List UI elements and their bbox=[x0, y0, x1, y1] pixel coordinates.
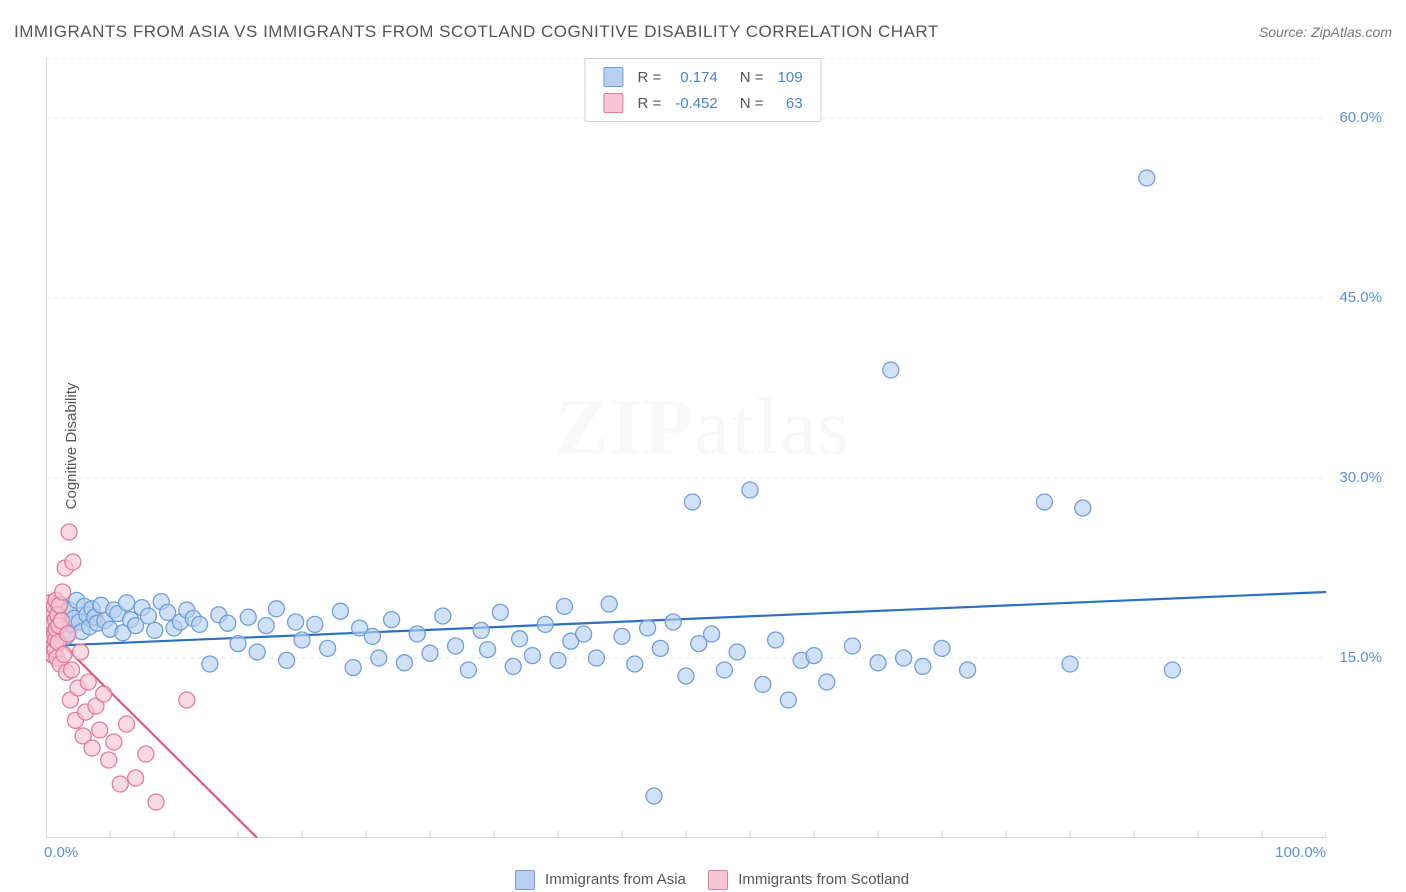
y-tick-label: 60.0% bbox=[1322, 109, 1382, 126]
source-prefix: Source: bbox=[1259, 24, 1311, 40]
scatter-plot bbox=[46, 58, 1326, 838]
source-name: ZipAtlas.com bbox=[1311, 24, 1392, 40]
legend-swatch bbox=[708, 870, 728, 890]
series-legend: Immigrants from Asia Immigrants from Sco… bbox=[0, 870, 1406, 890]
y-tick-label: 15.0% bbox=[1322, 649, 1382, 666]
chart-title: IMMIGRANTS FROM ASIA VS IMMIGRANTS FROM … bbox=[14, 22, 939, 42]
stat-n-label: N = bbox=[726, 65, 770, 89]
stats-legend: R =0.174N =109 R =-0.452N =63 bbox=[584, 58, 821, 122]
y-tick-label: 30.0% bbox=[1322, 469, 1382, 486]
x-tick-label: 0.0% bbox=[44, 844, 78, 861]
stat-r-value: 0.174 bbox=[669, 65, 724, 89]
stat-r-value: -0.452 bbox=[669, 91, 724, 115]
x-tick-label: 100.0% bbox=[1275, 844, 1326, 861]
stat-r-label: R = bbox=[631, 65, 667, 89]
stat-n-value: 63 bbox=[772, 91, 809, 115]
legend-swatch bbox=[603, 67, 623, 87]
stat-n-label: N = bbox=[726, 91, 770, 115]
source-attribution: Source: ZipAtlas.com bbox=[1259, 24, 1392, 40]
stat-r-label: R = bbox=[631, 91, 667, 115]
legend-swatch bbox=[515, 870, 535, 890]
y-tick-label: 45.0% bbox=[1322, 289, 1382, 306]
legend-label: Immigrants from Asia bbox=[541, 871, 690, 888]
stat-n-value: 109 bbox=[772, 65, 809, 89]
legend-label: Immigrants from Scotland bbox=[734, 871, 909, 888]
legend-swatch bbox=[603, 93, 623, 113]
